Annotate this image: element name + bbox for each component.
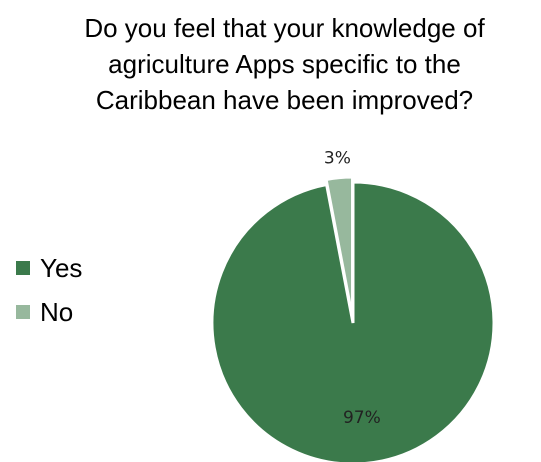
data-label-no: 3% xyxy=(324,149,351,169)
legend-label-yes: Yes xyxy=(40,253,83,283)
chart-title-line-1: Do you feel that your knowledge of xyxy=(84,13,485,43)
legend-item-yes: Yes xyxy=(16,246,82,290)
pie-slice-yes xyxy=(210,180,496,462)
legend-item-no: No xyxy=(16,290,82,334)
data-label-yes: 97% xyxy=(343,408,381,428)
chart-title: Do you feel that your knowledge of agric… xyxy=(22,10,541,118)
pie-slice-no xyxy=(324,175,355,319)
legend-swatch-yes xyxy=(16,261,30,275)
chart-title-line-2: agriculture Apps specific to the xyxy=(108,49,461,79)
pie-data-labels: 97% 3% xyxy=(324,149,381,428)
pie-slices xyxy=(210,175,496,462)
chart-legend: Yes No xyxy=(16,246,82,334)
legend-swatch-no xyxy=(16,305,30,319)
legend-label-no: No xyxy=(40,297,74,327)
chart-title-line-3: Caribbean have been improved? xyxy=(95,85,474,115)
